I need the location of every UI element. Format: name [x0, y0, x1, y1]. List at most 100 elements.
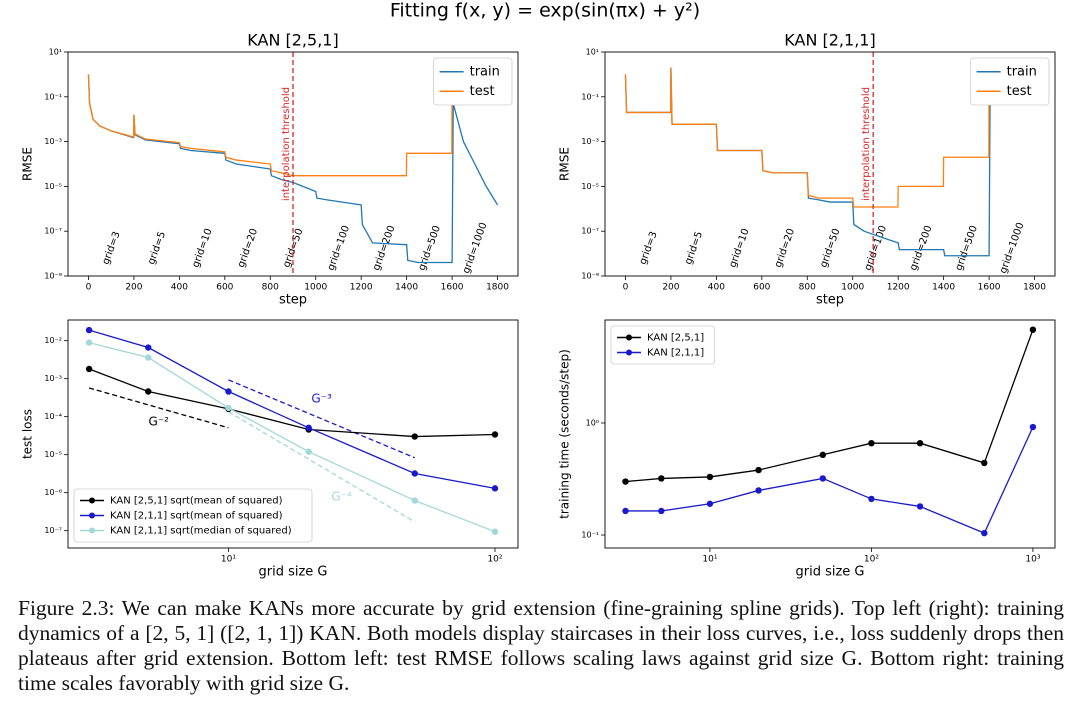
- reference-label: G⁻³: [311, 391, 332, 405]
- legend-label: KAN [2,1,1]: [647, 348, 704, 359]
- grid-annotation: grid=5: [683, 230, 705, 266]
- marker: [225, 388, 232, 395]
- y-tick-label: 10⁻⁵: [44, 450, 62, 459]
- grid-annotation: grid=3: [638, 230, 660, 266]
- marker: [706, 473, 714, 481]
- grid-annotation: grid=200: [908, 224, 934, 272]
- y-tick-label: 10⁻⁶: [44, 488, 62, 497]
- y-tick-label: 10¹: [586, 48, 599, 57]
- x-tick-label: 1200: [350, 283, 373, 293]
- grid-annotation: grid=500: [954, 224, 980, 272]
- plot-area: grid=3 grid=5 grid=10 grid=20 grid=50 grid=10…: [624, 67, 1027, 275]
- y-tick-label: 10⁻⁴: [44, 412, 62, 421]
- marker: [658, 475, 665, 482]
- marker: [916, 440, 924, 447]
- panel-title: KAN [2,1,1]: [784, 31, 875, 50]
- x-tick-label: 1800: [486, 283, 509, 293]
- y-tick-label: 10⁻⁵: [581, 182, 599, 191]
- marker: [622, 478, 629, 485]
- marker: [411, 470, 418, 477]
- x-axis-label: grid size G: [795, 565, 864, 580]
- y-tick-label: 10⁰: [586, 418, 599, 427]
- caption: Figure 2.3: We can make KANs more accura…: [18, 596, 1064, 695]
- figure: Fitting f(x, y) = exp(sin(πx) + y²) KAN …: [21, 0, 1056, 580]
- marker: [622, 507, 629, 515]
- y-tick-label: 10¹: [49, 48, 62, 57]
- x-tick-label: 800: [262, 283, 279, 293]
- grid-annotation: grid=3: [101, 230, 123, 266]
- series-line: [87, 74, 454, 177]
- marker: [411, 433, 418, 440]
- x-tick-label: 10¹: [221, 555, 236, 565]
- marker: [868, 440, 875, 447]
- axes-frame: [604, 51, 1056, 277]
- legend-label: KAN [2,1,1] sqrt(median of squared): [110, 526, 292, 537]
- marker: [916, 503, 924, 510]
- grid-annotation: grid=50: [818, 227, 842, 269]
- grid-annotation: grid=20: [236, 227, 260, 269]
- panel-title: KAN [2,5,1]: [247, 31, 338, 50]
- reference-label: G⁻²: [149, 414, 170, 428]
- series-line: [624, 67, 991, 208]
- x-tick-label: 1600: [978, 283, 1001, 293]
- x-axis-label: step: [816, 293, 844, 308]
- x-axis-label: step: [279, 293, 307, 308]
- marker: [491, 431, 499, 438]
- legend-label: train: [1007, 64, 1037, 79]
- y-axis-label: RMSE: [558, 147, 572, 181]
- marker: [1029, 326, 1037, 333]
- y-tick-label: 10⁻⁹: [44, 272, 62, 281]
- x-tick-label: 1200: [887, 283, 910, 293]
- x-tick-label: 600: [216, 283, 233, 293]
- marker: [85, 339, 93, 346]
- plot-area: G⁻² G⁻³ G⁻⁴: [85, 326, 499, 535]
- axes-frame: [67, 51, 519, 277]
- threshold-label: interpolation threshold: [861, 87, 872, 201]
- reference-line: [88, 387, 229, 429]
- y-tick-label: 10⁻⁷: [44, 526, 62, 535]
- marker: [819, 475, 827, 482]
- y-tick-label: 10⁻¹: [44, 92, 62, 101]
- grid-annotation: grid=100: [326, 224, 352, 272]
- legend-box: [970, 57, 1050, 106]
- legend-label: train: [470, 64, 500, 79]
- x-tick-label: 400: [708, 283, 725, 293]
- legend-label: test: [470, 84, 495, 99]
- marker: [706, 500, 714, 507]
- x-tick-label: 10³: [1025, 555, 1040, 565]
- marker: [85, 365, 93, 373]
- y-axis-label: RMSE: [21, 147, 35, 181]
- series-line: [88, 368, 495, 438]
- plot-area: [622, 326, 1037, 537]
- y-tick-label: 10⁻³: [581, 137, 599, 146]
- marker: [819, 451, 827, 459]
- grid-annotation: grid=1000: [461, 221, 490, 275]
- grid-annotation: grid=20: [773, 227, 797, 269]
- grid-annotation: grid=500: [417, 224, 443, 272]
- legend-marker: [89, 497, 95, 504]
- x-tick-label: 1400: [395, 283, 418, 293]
- series-line: [88, 341, 496, 533]
- legend-label: test: [1007, 84, 1032, 99]
- x-tick-label: 800: [799, 283, 816, 293]
- marker: [491, 528, 499, 535]
- y-tick-label: 10⁻²: [44, 336, 62, 345]
- y-tick-label: 10⁻⁷: [581, 227, 599, 236]
- legend-marker: [626, 349, 632, 356]
- y-axis-label: training time (seconds/step): [558, 349, 572, 519]
- grid-annotation: grid=1000: [998, 221, 1027, 275]
- grid-annotation: grid=100: [863, 224, 889, 272]
- legend-label: KAN [2,1,1] sqrt(mean of squared): [110, 511, 283, 522]
- x-axis-label: grid size G: [258, 565, 327, 580]
- reference-line: [228, 379, 416, 459]
- x-tick-label: 1000: [304, 283, 327, 293]
- x-tick-label: 200: [125, 283, 142, 293]
- marker: [305, 424, 312, 431]
- marker: [305, 448, 312, 455]
- grid-annotation: grid=10: [727, 227, 751, 269]
- y-tick-label: 10⁻¹: [581, 92, 599, 101]
- y-axis-label: test loss: [21, 409, 35, 459]
- reference-line: [228, 411, 416, 523]
- y-tick-label: 10⁻⁷: [44, 227, 62, 236]
